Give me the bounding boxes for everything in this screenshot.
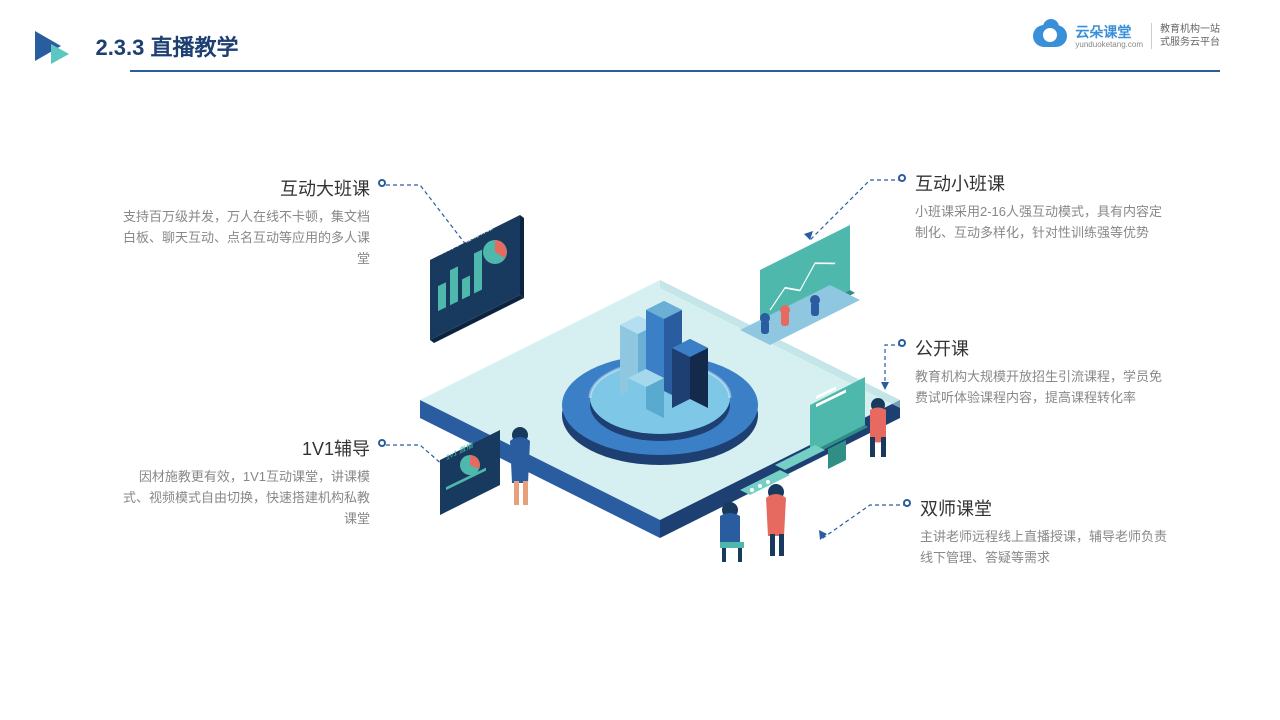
feature-desc: 主讲老师远程线上直播授课，辅导老师负责线下管理、答疑等需求 xyxy=(920,527,1170,569)
feature-title: 公开课 xyxy=(915,335,1165,361)
feature-title: 1V1辅导 xyxy=(120,435,370,461)
brand-logo: 云朵课堂 yunduoketang.com 教育机构一站式服务云平台 xyxy=(1033,22,1220,49)
feature-desc: 教育机构大规模开放招生引流课程，学员免费试听体验课程内容，提高课程转化率 xyxy=(915,367,1165,409)
brand-tagline: 教育机构一站式服务云平台 xyxy=(1151,23,1220,49)
feature-top-right: 互动小班课 小班课采用2-16人强互动模式，具有内容定制化、互动多样化，针对性训… xyxy=(915,170,1165,244)
connector-dot xyxy=(378,439,386,447)
feature-title: 双师课堂 xyxy=(920,495,1170,521)
brand-domain: yunduoketang.com xyxy=(1075,40,1143,49)
connector-dot xyxy=(378,179,386,187)
connector-dot xyxy=(903,499,911,507)
feature-mid-right: 公开课 教育机构大规模开放招生引流课程，学员免费试听体验课程内容，提高课程转化率 xyxy=(915,335,1165,409)
feature-bot-right: 双师课堂 主讲老师远程线上直播授课，辅导老师负责线下管理、答疑等需求 xyxy=(920,495,1170,569)
feature-desc: 小班课采用2-16人强互动模式，具有内容定制化、互动多样化，针对性训练强等优势 xyxy=(915,202,1165,244)
brand-name: 云朵课堂 xyxy=(1075,24,1131,40)
feature-bot-left: 1V1辅导 因材施教更有效，1V1互动课堂，讲课模式、视频模式自由切换，快速搭建… xyxy=(120,435,370,529)
central-illustration: 999人 · 在线听课 xyxy=(380,160,940,620)
cloud-icon xyxy=(1033,25,1067,47)
one-on-one-icon: 1v1 直播 xyxy=(440,427,530,515)
connector-dot xyxy=(898,339,906,347)
small-class-icon xyxy=(740,225,860,345)
feature-desc: 支持百万级并发，万人在线不卡顿，集文档白板、聊天互动、点名互动等应用的多人课堂 xyxy=(120,207,370,269)
section-arrow-icon xyxy=(35,31,61,61)
feature-title: 互动小班课 xyxy=(915,170,1165,196)
dashboard-panel-icon: 999人 · 在线听课 xyxy=(430,215,524,343)
feature-desc: 因材施教更有效，1V1互动课堂，讲课模式、视频模式自由切换，快速搭建机构私教课堂 xyxy=(120,467,370,529)
connector-dot xyxy=(898,174,906,182)
page-title: 2.3.3 直播教学 xyxy=(95,30,238,62)
feature-title: 互动大班课 xyxy=(120,175,370,201)
feature-top-left: 互动大班课 支持百万级并发，万人在线不卡顿，集文档白板、聊天互动、点名互动等应用… xyxy=(120,175,370,269)
title-underline xyxy=(130,70,1220,72)
